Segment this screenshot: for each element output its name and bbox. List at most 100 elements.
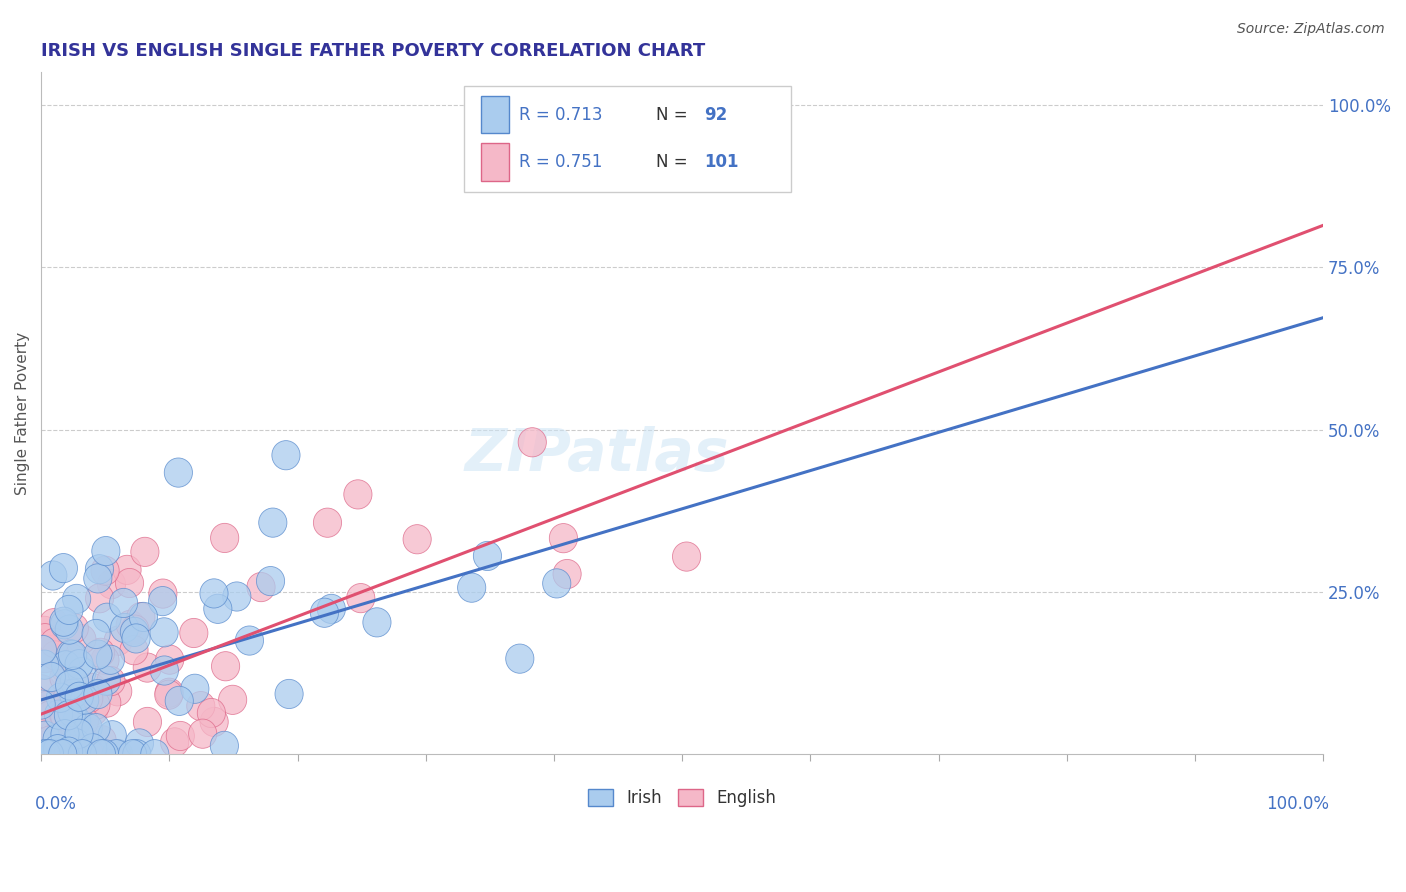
Ellipse shape xyxy=(35,635,63,665)
Ellipse shape xyxy=(104,677,132,706)
Ellipse shape xyxy=(506,644,534,673)
Ellipse shape xyxy=(314,508,342,537)
Ellipse shape xyxy=(79,733,107,763)
Ellipse shape xyxy=(45,739,73,769)
Ellipse shape xyxy=(31,739,59,769)
Ellipse shape xyxy=(165,686,194,715)
Ellipse shape xyxy=(103,739,131,769)
Ellipse shape xyxy=(66,739,94,769)
Ellipse shape xyxy=(91,646,120,674)
Ellipse shape xyxy=(58,728,86,757)
Ellipse shape xyxy=(49,700,77,730)
Ellipse shape xyxy=(32,691,60,721)
Ellipse shape xyxy=(93,666,121,695)
Ellipse shape xyxy=(41,723,69,753)
Text: R = 0.751: R = 0.751 xyxy=(519,153,603,171)
Ellipse shape xyxy=(44,690,72,720)
Ellipse shape xyxy=(90,739,118,769)
Ellipse shape xyxy=(28,635,56,665)
Ellipse shape xyxy=(93,688,121,717)
Ellipse shape xyxy=(51,720,79,748)
Ellipse shape xyxy=(41,739,69,769)
Ellipse shape xyxy=(271,441,299,470)
Ellipse shape xyxy=(86,739,114,769)
Ellipse shape xyxy=(46,683,75,713)
Ellipse shape xyxy=(31,734,59,764)
Ellipse shape xyxy=(75,684,103,714)
Ellipse shape xyxy=(59,679,87,708)
Ellipse shape xyxy=(49,554,77,582)
Text: 0.0%: 0.0% xyxy=(35,795,76,814)
Ellipse shape xyxy=(39,608,67,638)
Ellipse shape xyxy=(218,685,246,714)
Ellipse shape xyxy=(62,584,91,614)
Ellipse shape xyxy=(30,616,58,646)
Ellipse shape xyxy=(52,739,80,769)
Ellipse shape xyxy=(180,618,208,648)
Ellipse shape xyxy=(112,556,141,584)
Ellipse shape xyxy=(45,700,73,730)
Ellipse shape xyxy=(200,579,228,608)
Ellipse shape xyxy=(52,650,80,680)
Ellipse shape xyxy=(363,607,391,637)
Text: N =: N = xyxy=(657,153,688,171)
Ellipse shape xyxy=(149,579,177,608)
Ellipse shape xyxy=(93,603,121,632)
Ellipse shape xyxy=(31,624,59,653)
Ellipse shape xyxy=(110,589,138,617)
Ellipse shape xyxy=(28,739,56,769)
Ellipse shape xyxy=(247,573,276,602)
Ellipse shape xyxy=(256,566,284,596)
Ellipse shape xyxy=(97,666,125,696)
Ellipse shape xyxy=(60,731,89,760)
Ellipse shape xyxy=(31,721,59,750)
Ellipse shape xyxy=(56,640,84,669)
Ellipse shape xyxy=(84,564,112,593)
Ellipse shape xyxy=(44,735,72,764)
Ellipse shape xyxy=(41,735,69,764)
Ellipse shape xyxy=(86,555,114,584)
Ellipse shape xyxy=(86,583,114,613)
Ellipse shape xyxy=(58,698,86,727)
Ellipse shape xyxy=(156,645,184,674)
Ellipse shape xyxy=(49,631,77,659)
Ellipse shape xyxy=(27,690,55,719)
Ellipse shape xyxy=(222,582,250,611)
Ellipse shape xyxy=(98,721,127,750)
Text: ZIPatlas: ZIPatlas xyxy=(464,425,728,483)
Ellipse shape xyxy=(27,739,55,769)
Ellipse shape xyxy=(91,536,120,566)
Ellipse shape xyxy=(111,614,139,642)
Ellipse shape xyxy=(30,739,58,769)
Ellipse shape xyxy=(65,682,93,712)
Ellipse shape xyxy=(89,725,117,755)
Ellipse shape xyxy=(49,663,77,692)
Ellipse shape xyxy=(59,710,87,739)
Ellipse shape xyxy=(31,650,59,680)
Ellipse shape xyxy=(42,693,70,723)
Ellipse shape xyxy=(519,427,547,457)
Ellipse shape xyxy=(87,739,115,769)
Legend: Irish, English: Irish, English xyxy=(581,782,783,814)
Ellipse shape xyxy=(60,614,89,643)
Ellipse shape xyxy=(67,624,96,654)
Text: 100.0%: 100.0% xyxy=(1267,795,1330,814)
Ellipse shape xyxy=(86,638,115,667)
Ellipse shape xyxy=(553,559,581,589)
Ellipse shape xyxy=(51,702,79,731)
Ellipse shape xyxy=(56,643,84,673)
Text: 101: 101 xyxy=(704,153,738,171)
Ellipse shape xyxy=(42,739,70,769)
Ellipse shape xyxy=(44,724,72,754)
Y-axis label: Single Father Poverty: Single Father Poverty xyxy=(15,332,30,495)
Ellipse shape xyxy=(45,739,73,769)
Ellipse shape xyxy=(204,594,232,624)
Ellipse shape xyxy=(347,583,375,613)
Ellipse shape xyxy=(75,714,103,742)
Ellipse shape xyxy=(122,739,150,769)
Ellipse shape xyxy=(82,690,110,719)
Ellipse shape xyxy=(125,729,153,758)
Ellipse shape xyxy=(32,739,60,769)
Ellipse shape xyxy=(129,602,157,632)
Ellipse shape xyxy=(35,739,63,769)
